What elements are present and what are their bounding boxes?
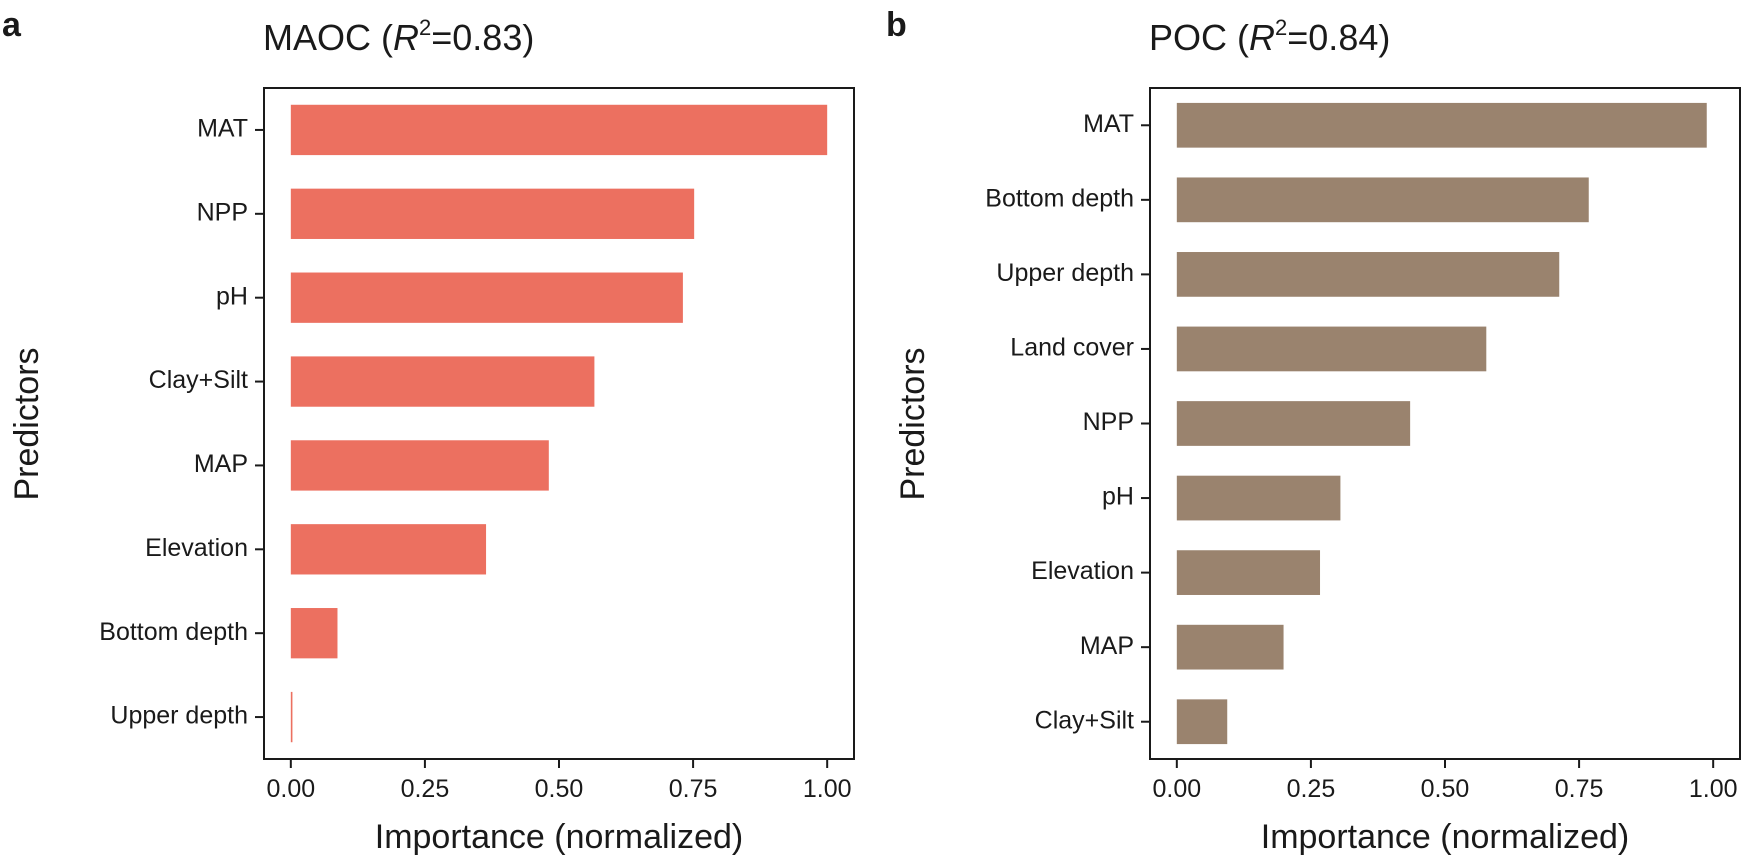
x-tick-label: 1.00 xyxy=(803,775,852,803)
panel-b-title-suffix: =0.84) xyxy=(1287,17,1390,58)
y-tick-label: MAT xyxy=(197,115,248,143)
panel-a-title-suffix: =0.83) xyxy=(431,17,534,58)
y-tick-label: Clay+Silt xyxy=(1035,706,1134,734)
x-tick-label: 0.25 xyxy=(401,775,450,803)
y-tick-label: Land cover xyxy=(1010,334,1134,362)
panel-a-plot-frame xyxy=(263,87,855,760)
y-tick-label: pH xyxy=(1102,483,1134,511)
bar-clay-silt xyxy=(290,356,595,407)
y-tick-label: pH xyxy=(216,282,248,310)
panel-a-x-axis-label: Importance (normalized) xyxy=(375,818,743,856)
y-tick-label: Elevation xyxy=(145,534,248,562)
bar-mat xyxy=(290,104,828,156)
y-tick-label: MAT xyxy=(1083,110,1134,138)
y-tick-label: MAP xyxy=(194,450,248,478)
panel-a-title-r: R xyxy=(393,17,419,58)
bar-npp xyxy=(1176,401,1411,446)
bar-upper-depth xyxy=(290,691,293,743)
panel-b-title-sup: 2 xyxy=(1275,15,1287,40)
bar-bottom-depth xyxy=(1176,177,1589,223)
bar-upper-depth xyxy=(1176,252,1560,297)
panel-a-title: MAOC (R2=0.83) xyxy=(263,15,534,58)
panel-b-bars xyxy=(1176,102,1707,745)
bar-ph xyxy=(1176,475,1341,521)
x-tick-label: 0.50 xyxy=(535,775,584,803)
bar-npp xyxy=(290,188,695,239)
panel-b-x-ticks: 0.00 0.25 0.50 0.75 1.00 xyxy=(1152,759,1738,803)
y-tick-label: Upper depth xyxy=(996,259,1134,287)
y-tick-label: Clay+Silt xyxy=(149,366,248,394)
panel-b: b POC (R2=0.84) MAT Bottom depth Upper dep… xyxy=(886,6,1741,856)
panel-a-letter: a xyxy=(2,6,22,44)
bar-map xyxy=(290,440,549,491)
x-tick-label: 0.00 xyxy=(1152,775,1201,803)
bar-clay-silt xyxy=(1176,699,1228,745)
y-tick-label: NPP xyxy=(197,198,248,226)
panel-b-y-axis-label: Predictors xyxy=(894,347,932,500)
panel-b-y-ticks: MAT Bottom depth Upper depth Land cover NPP p… xyxy=(985,110,1150,734)
bar-elevation xyxy=(1176,550,1321,595)
panel-b-title: POC (R2=0.84) xyxy=(1149,15,1390,58)
panel-b-title-prefix: POC ( xyxy=(1149,17,1249,58)
bar-ph xyxy=(290,272,683,323)
x-tick-label: 0.25 xyxy=(1287,775,1336,803)
x-tick-label: 0.00 xyxy=(266,775,315,803)
panel-a-y-ticks: MAT NPP pH Clay+Silt MAP Elevation Bottom dept… xyxy=(99,115,264,730)
x-tick-label: 1.00 xyxy=(1689,775,1738,803)
panel-b-plot-frame xyxy=(1149,87,1741,760)
panel-b-letter: b xyxy=(886,6,907,44)
bar-bottom-depth xyxy=(290,608,338,659)
panel-a-bars xyxy=(290,104,828,743)
y-tick-label: Upper depth xyxy=(110,702,248,730)
bar-land-cover xyxy=(1176,326,1487,372)
y-tick-label: Bottom depth xyxy=(99,618,248,646)
panel-a-title-sup: 2 xyxy=(419,15,431,40)
x-tick-label: 0.75 xyxy=(669,775,718,803)
bar-mat xyxy=(1176,102,1707,148)
panel-b-x-axis-label: Importance (normalized) xyxy=(1261,818,1629,856)
y-tick-label: MAP xyxy=(1080,632,1134,660)
bar-elevation xyxy=(290,524,487,575)
panel-a: a MAOC (R2=0.83) MAT NPP pH Clay+Silt MAP Ele… xyxy=(2,6,855,856)
y-tick-label: NPP xyxy=(1083,408,1134,436)
panel-a-title-prefix: MAOC ( xyxy=(263,17,393,58)
panel-b-title-r: R xyxy=(1249,17,1275,58)
x-tick-label: 0.75 xyxy=(1555,775,1604,803)
panel-a-x-ticks: 0.00 0.25 0.50 0.75 1.00 xyxy=(266,759,852,803)
y-tick-label: Bottom depth xyxy=(985,184,1134,212)
y-tick-label: Elevation xyxy=(1031,557,1134,585)
x-tick-label: 0.50 xyxy=(1421,775,1470,803)
panel-a-y-axis-label: Predictors xyxy=(8,347,46,500)
bar-map xyxy=(1176,624,1284,670)
